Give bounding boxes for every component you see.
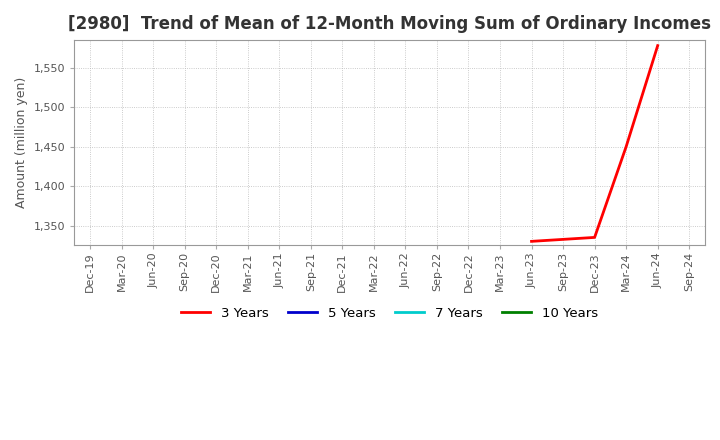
Y-axis label: Amount (million yen): Amount (million yen) [15,77,28,208]
Title: [2980]  Trend of Mean of 12-Month Moving Sum of Ordinary Incomes: [2980] Trend of Mean of 12-Month Moving … [68,15,711,33]
Legend: 3 Years, 5 Years, 7 Years, 10 Years: 3 Years, 5 Years, 7 Years, 10 Years [176,301,603,325]
